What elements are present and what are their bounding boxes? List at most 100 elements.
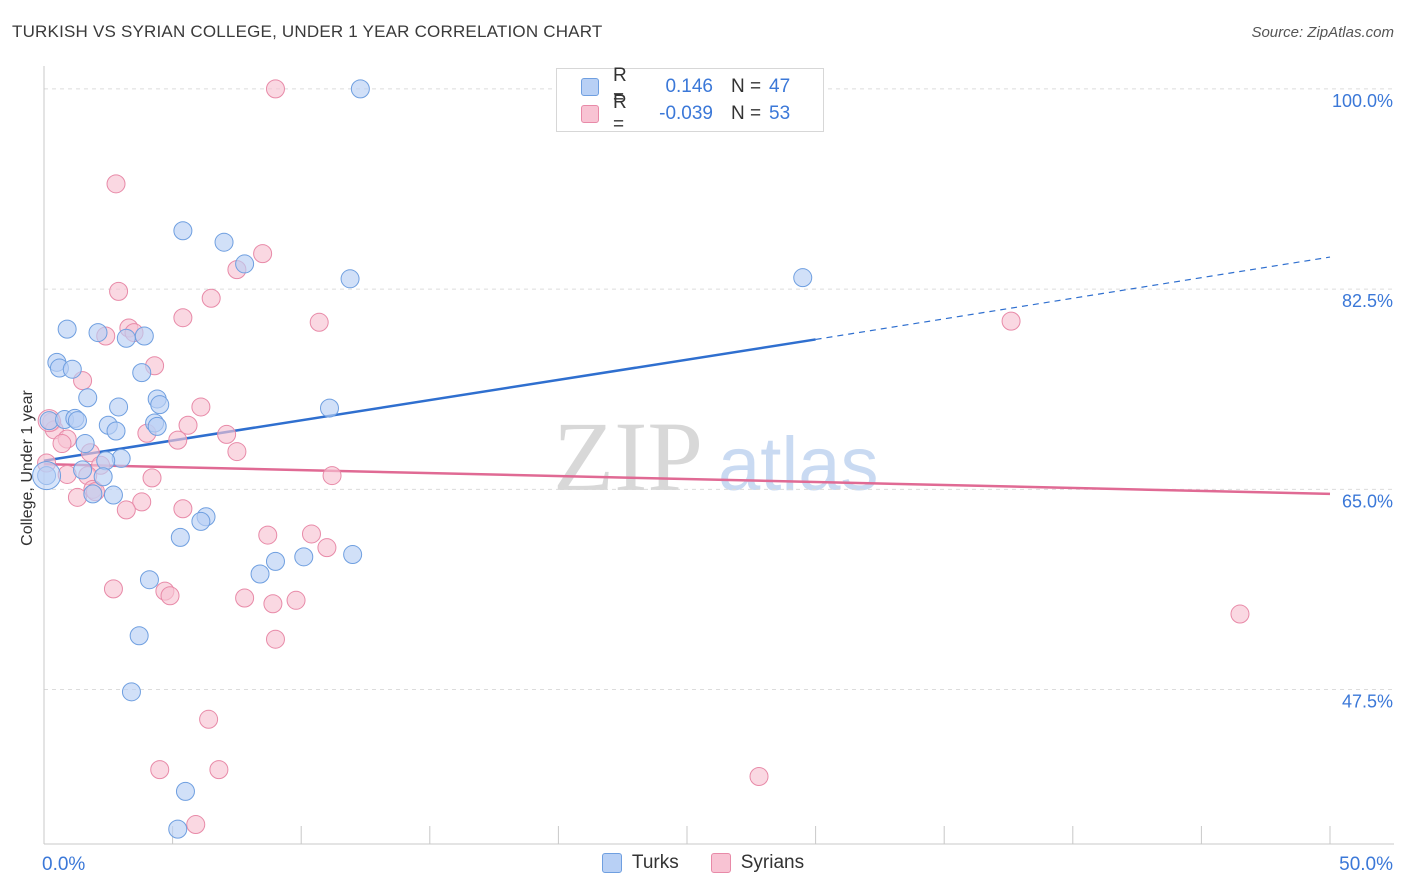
turks-n-label: N = xyxy=(731,76,762,97)
watermark: ZIP atlas xyxy=(553,401,879,512)
turks-r-label: R = xyxy=(613,65,627,108)
syrians-swatch xyxy=(581,105,599,123)
turks-point xyxy=(319,398,339,418)
turks-point xyxy=(67,411,87,431)
syrians-point xyxy=(749,766,769,786)
turks-point xyxy=(294,547,314,567)
turks-point xyxy=(175,781,195,801)
syrians-point xyxy=(309,312,329,332)
syrians-point xyxy=(191,397,211,417)
turks-point xyxy=(134,326,154,346)
source-credit: Source: ZipAtlas.com xyxy=(1251,24,1394,41)
syrians-legend-label: Syrians xyxy=(740,852,805,873)
syrians-point xyxy=(1001,311,1021,331)
turks-swatch xyxy=(581,78,599,96)
syrians-point xyxy=(173,499,193,519)
turks-point xyxy=(83,484,103,504)
syrians-point xyxy=(106,174,126,194)
syrians-n-label: N = xyxy=(731,103,762,124)
legend-item-syrians[interactable]: Syrians xyxy=(710,852,805,874)
turks-point xyxy=(78,388,98,408)
y-tick-label: 100.0% xyxy=(1332,91,1393,111)
turks-point xyxy=(350,79,370,99)
turks-n-value: 47 xyxy=(769,76,791,97)
turks-point xyxy=(343,545,363,565)
turks-point xyxy=(235,254,255,274)
syrians-point xyxy=(201,288,221,308)
turks-point xyxy=(75,434,95,454)
syrians-point xyxy=(263,594,283,614)
series-legend: Turks Syrians xyxy=(0,852,1406,874)
turks-point xyxy=(147,416,167,436)
syrians-point xyxy=(253,244,273,264)
syrians-point xyxy=(258,525,278,545)
syrians-point xyxy=(186,815,206,835)
syrians-point xyxy=(132,492,152,512)
syrians-point xyxy=(301,524,321,544)
syrians-point xyxy=(173,308,193,328)
syrians-point xyxy=(150,760,170,780)
turks-legend-swatch xyxy=(601,853,622,873)
y-tick-label: 65.0% xyxy=(1342,491,1393,511)
turks-point xyxy=(121,682,141,702)
turks-point xyxy=(88,323,108,343)
watermark-zip: ZIP xyxy=(553,401,703,512)
syrians-point xyxy=(317,538,337,558)
turks-point xyxy=(170,527,190,547)
turks-legend-label: Turks xyxy=(631,852,679,873)
turks-trend-extension xyxy=(815,256,1331,341)
syrians-point xyxy=(265,629,285,649)
turks-point xyxy=(129,626,149,646)
syrians-r-label: R = xyxy=(613,92,627,135)
turks-r-value: 0.146 xyxy=(665,76,713,97)
turks-point xyxy=(106,421,126,441)
x-tick-label: 0.0% xyxy=(42,854,85,875)
syrians-point xyxy=(286,590,306,610)
syrians-n-value: 53 xyxy=(769,103,791,124)
turks-point xyxy=(73,460,93,480)
syrians-point xyxy=(67,487,87,507)
turks-point xyxy=(265,551,285,571)
x-tick-label: 50.0% xyxy=(1339,854,1393,875)
turks-point xyxy=(150,395,170,415)
tick-labels: 47.5% 65.0% 82.5% 100.0% 0.0% 50.0% xyxy=(42,91,1393,875)
watermark-atlas: atlas xyxy=(718,422,879,507)
turks-point xyxy=(57,319,77,339)
legend-row-turks: R = 0.146 N = 47 xyxy=(581,65,791,108)
legend-item-turks[interactable]: Turks xyxy=(601,852,679,874)
syrians-point xyxy=(178,415,198,435)
turks-point xyxy=(109,397,129,417)
legend-row-syrians: R = -0.039 N = 53 xyxy=(581,92,791,135)
syrians-point xyxy=(168,430,188,450)
turks-point xyxy=(214,232,234,252)
turks-point xyxy=(139,570,159,590)
syrians-point xyxy=(235,588,255,608)
turks-point xyxy=(793,268,813,288)
turks-point xyxy=(340,269,360,289)
turks-point xyxy=(250,564,270,584)
syrians-point xyxy=(217,424,237,444)
turks-point xyxy=(62,359,82,379)
syrians-point xyxy=(109,281,129,301)
turks-point xyxy=(103,485,123,505)
turks-point xyxy=(132,363,152,383)
turks-point xyxy=(96,451,116,471)
syrians-point xyxy=(322,466,342,486)
y-tick-label: 82.5% xyxy=(1342,291,1393,311)
correlation-legend: R = 0.146 N = 47 R = -0.039 N = 53 xyxy=(556,65,824,135)
syrians-point xyxy=(52,434,72,454)
syrians-point xyxy=(227,442,247,462)
syrians-point xyxy=(209,760,229,780)
turks-point xyxy=(93,467,113,487)
syrians-point xyxy=(142,468,162,488)
turks-points xyxy=(32,79,813,839)
y-tick-label: 47.5% xyxy=(1342,692,1393,712)
syrians-point xyxy=(160,586,180,606)
chart-title: TURKISH VS SYRIAN COLLEGE, UNDER 1 YEAR … xyxy=(12,22,603,41)
turks-point xyxy=(191,511,211,531)
turks-point xyxy=(173,221,193,241)
syrians-point xyxy=(103,579,123,599)
syrians-legend-swatch xyxy=(710,853,731,873)
syrians-point xyxy=(1230,604,1250,624)
